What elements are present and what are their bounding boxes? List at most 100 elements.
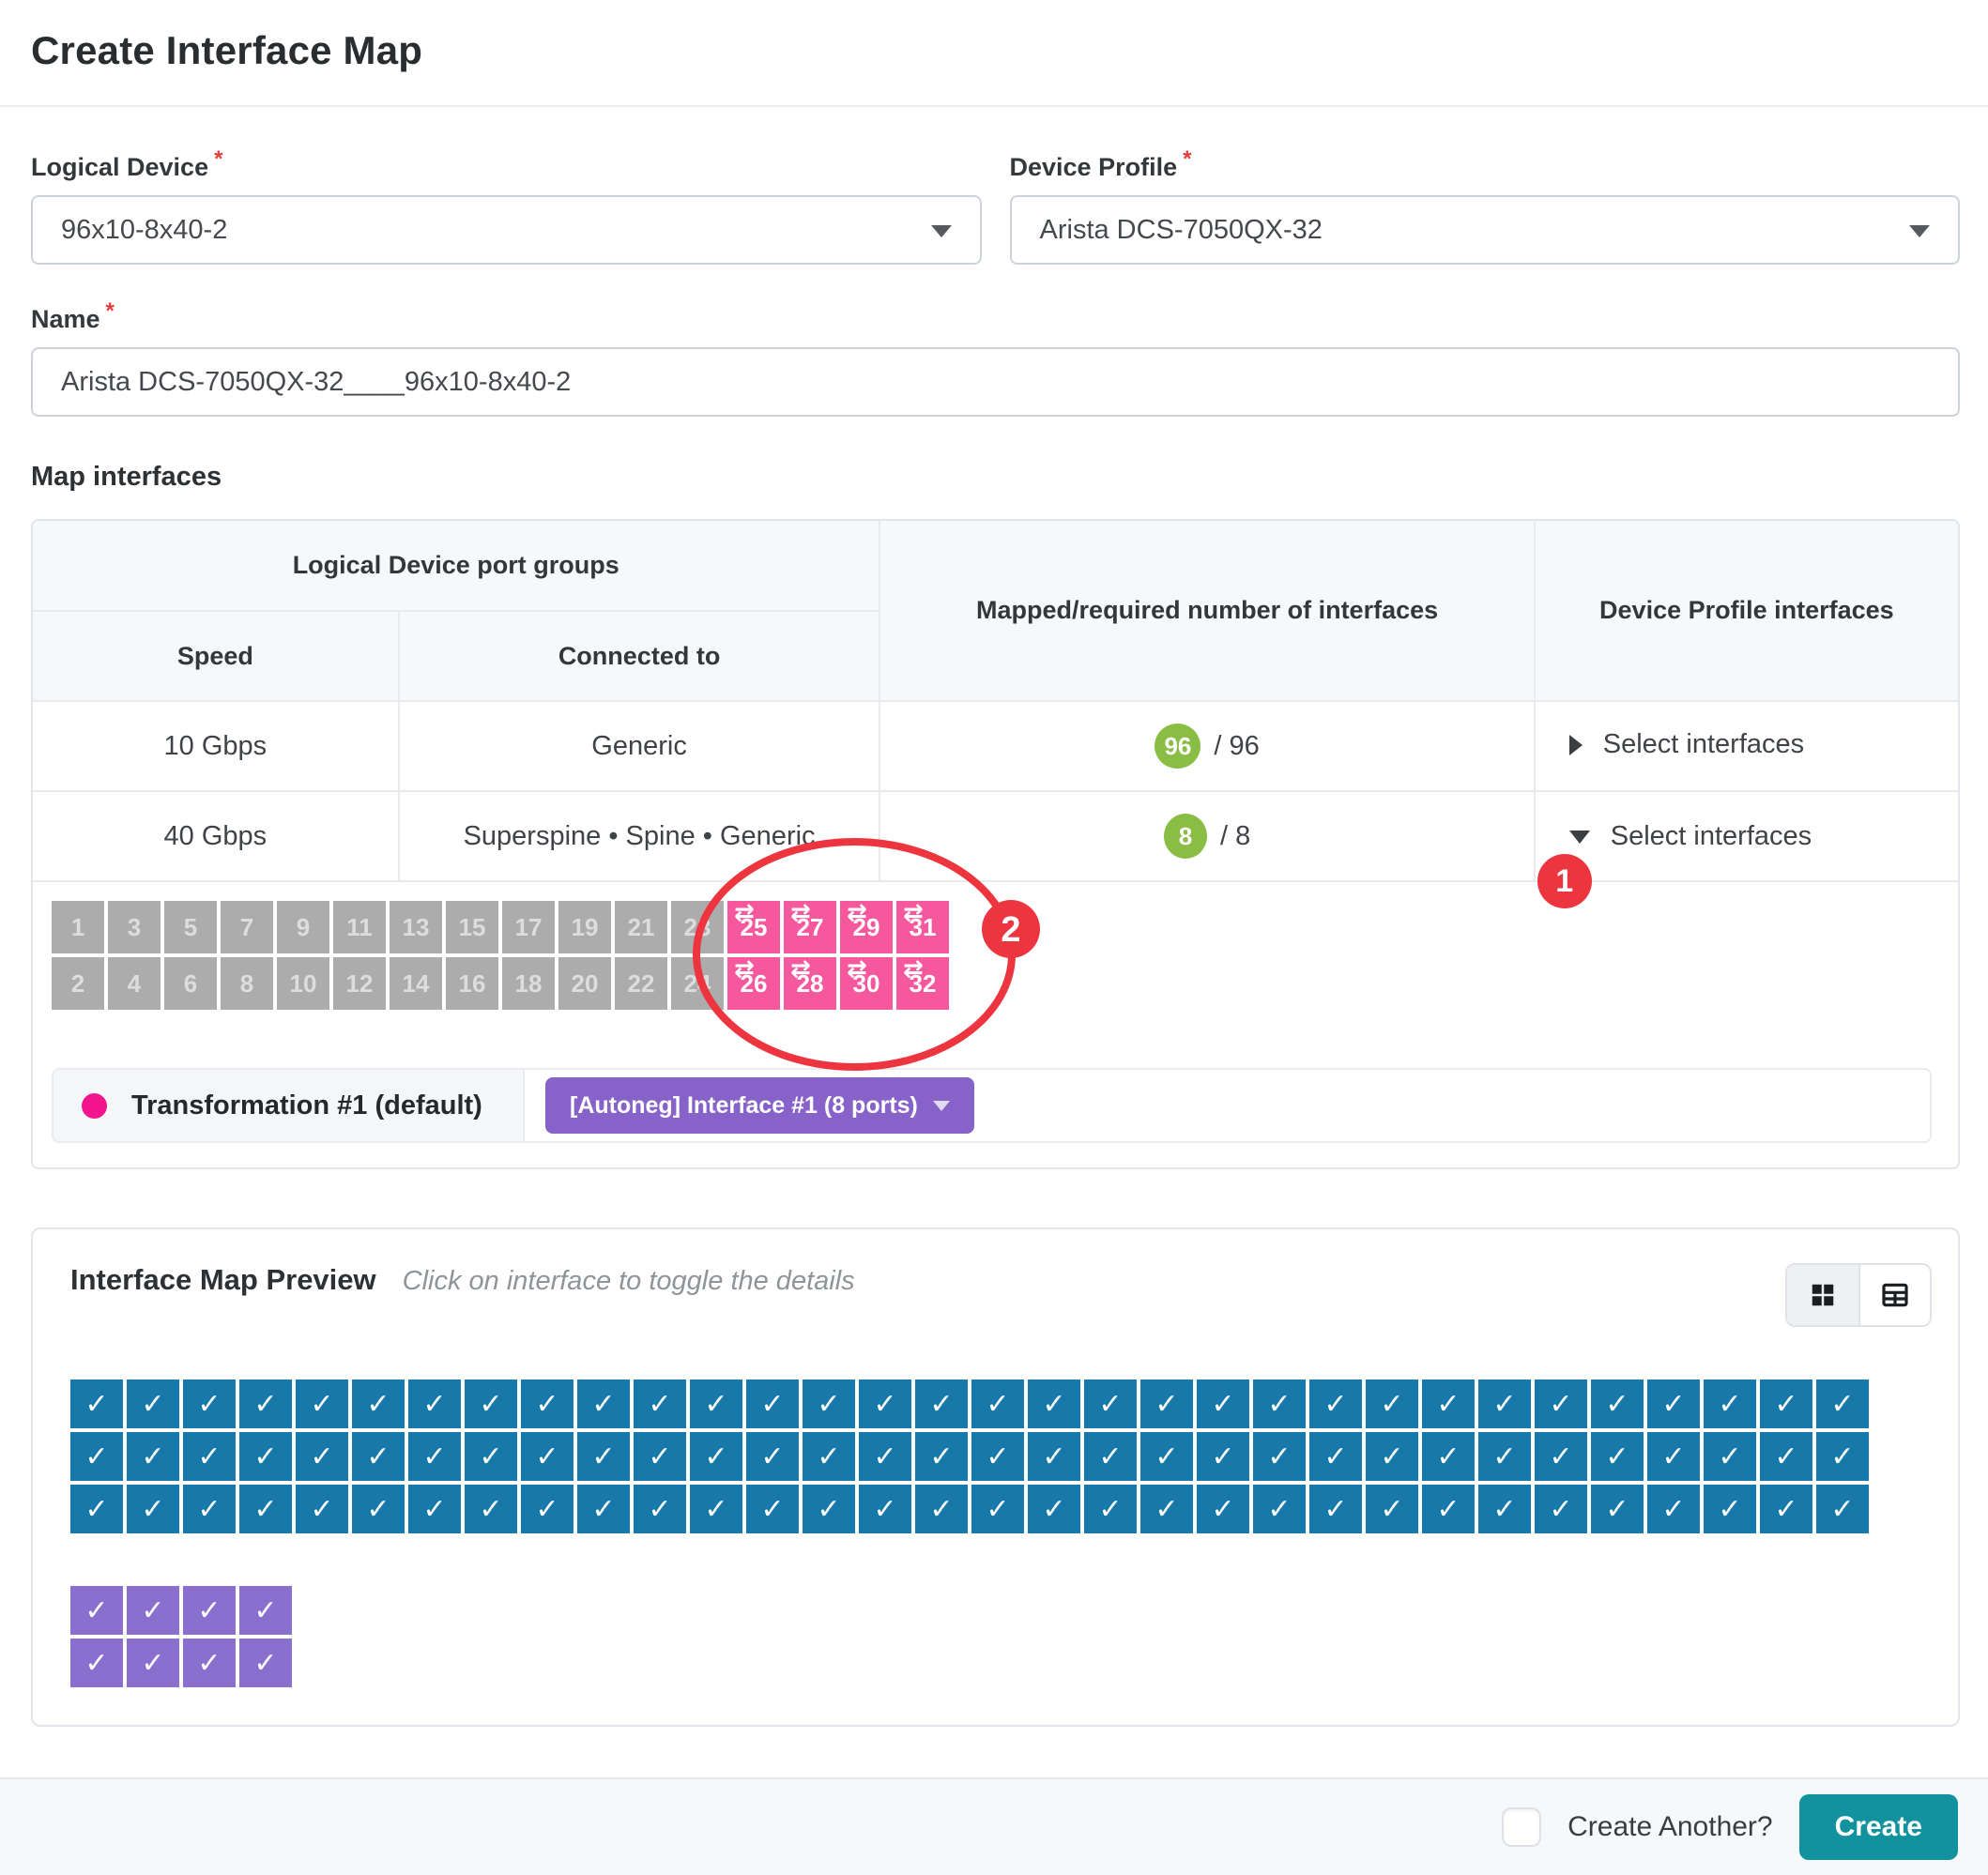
preview-interface-cell[interactable]: ✓ xyxy=(971,1380,1024,1428)
preview-interface-cell[interactable]: ✓ xyxy=(70,1432,123,1481)
preview-interface-cell[interactable]: ✓ xyxy=(577,1380,630,1428)
preview-interface-cell[interactable]: ✓ xyxy=(127,1586,179,1635)
preview-interface-cell[interactable]: ✓ xyxy=(239,1586,292,1635)
preview-interface-cell[interactable]: ✓ xyxy=(183,1639,236,1687)
preview-interface-cell[interactable]: ✓ xyxy=(70,1485,123,1533)
port-cell[interactable]: 7 xyxy=(221,901,273,953)
preview-interface-cell[interactable]: ✓ xyxy=(239,1485,292,1533)
preview-interface-cell[interactable]: ✓ xyxy=(70,1586,123,1635)
name-input[interactable] xyxy=(31,347,1960,417)
preview-interface-cell[interactable]: ✓ xyxy=(1478,1485,1531,1533)
preview-interface-cell[interactable]: ✓ xyxy=(1478,1432,1531,1481)
preview-interface-cell[interactable]: ✓ xyxy=(1704,1380,1756,1428)
preview-interface-cell[interactable]: ✓ xyxy=(1366,1380,1418,1428)
preview-interface-cell[interactable]: ✓ xyxy=(127,1380,179,1428)
preview-interface-cell[interactable]: ✓ xyxy=(465,1432,517,1481)
port-cell[interactable]: 19 xyxy=(558,901,611,953)
preview-interface-cell[interactable]: ✓ xyxy=(1028,1380,1080,1428)
preview-interface-cell[interactable]: ✓ xyxy=(1647,1380,1700,1428)
preview-interface-cell[interactable]: ✓ xyxy=(859,1432,911,1481)
preview-interface-cell[interactable]: ✓ xyxy=(1647,1485,1700,1533)
preview-interface-cell[interactable]: ✓ xyxy=(803,1485,855,1533)
port-cell[interactable]: 12 xyxy=(333,957,386,1010)
preview-interface-cell[interactable]: ✓ xyxy=(577,1432,630,1481)
preview-interface-cell[interactable]: ✓ xyxy=(183,1485,236,1533)
preview-interface-cell[interactable]: ✓ xyxy=(634,1432,686,1481)
preview-interface-cell[interactable]: ✓ xyxy=(1816,1380,1869,1428)
preview-interface-cell[interactable]: ✓ xyxy=(1028,1485,1080,1533)
select-interfaces-toggle-expanded[interactable]: Select interfaces xyxy=(1568,821,1812,852)
port-cell[interactable]: 21 xyxy=(615,901,667,953)
preview-interface-cell[interactable]: ✓ xyxy=(915,1485,968,1533)
create-button[interactable]: Create xyxy=(1798,1794,1958,1860)
preview-interface-cell[interactable]: ✓ xyxy=(408,1432,461,1481)
port-cell[interactable]: 10 xyxy=(277,957,329,1010)
port-cell[interactable]: 1 xyxy=(52,901,104,953)
create-another-checkbox[interactable] xyxy=(1502,1807,1542,1847)
preview-interface-cell[interactable]: ✓ xyxy=(183,1586,236,1635)
preview-interface-cell[interactable]: ✓ xyxy=(352,1380,405,1428)
preview-interface-cell[interactable]: ✓ xyxy=(239,1432,292,1481)
port-cell[interactable]: 22 xyxy=(615,957,667,1010)
preview-interface-cell[interactable]: ✓ xyxy=(1535,1485,1587,1533)
port-cell[interactable]: 13 xyxy=(390,901,442,953)
preview-interface-cell[interactable]: ✓ xyxy=(521,1380,573,1428)
preview-interface-cell[interactable]: ✓ xyxy=(634,1485,686,1533)
preview-interface-cell[interactable]: ✓ xyxy=(1028,1432,1080,1481)
preview-interface-cell[interactable]: ✓ xyxy=(746,1432,799,1481)
preview-interface-cell[interactable]: ✓ xyxy=(1253,1432,1306,1481)
port-cell[interactable]: 4 xyxy=(108,957,161,1010)
preview-interface-cell[interactable]: ✓ xyxy=(915,1380,968,1428)
port-cell-selected[interactable]: ⇄ 26 xyxy=(727,957,780,1010)
port-cell[interactable]: 24 xyxy=(671,957,724,1010)
preview-interface-cell[interactable]: ✓ xyxy=(127,1639,179,1687)
preview-interface-cell[interactable]: ✓ xyxy=(859,1380,911,1428)
preview-interface-cell[interactable]: ✓ xyxy=(1084,1432,1137,1481)
preview-interface-cell[interactable]: ✓ xyxy=(239,1639,292,1687)
preview-interface-cell[interactable]: ✓ xyxy=(408,1485,461,1533)
port-cell[interactable]: 20 xyxy=(558,957,611,1010)
preview-interface-cell[interactable]: ✓ xyxy=(1140,1485,1193,1533)
preview-interface-cell[interactable]: ✓ xyxy=(971,1432,1024,1481)
port-cell[interactable]: 16 xyxy=(446,957,498,1010)
port-cell[interactable]: 2 xyxy=(52,957,104,1010)
preview-interface-cell[interactable]: ✓ xyxy=(296,1432,348,1481)
preview-interface-cell[interactable]: ✓ xyxy=(971,1485,1024,1533)
port-cell-selected[interactable]: ⇄ 29 xyxy=(840,901,893,953)
preview-interface-cell[interactable]: ✓ xyxy=(352,1432,405,1481)
preview-interface-cell[interactable]: ✓ xyxy=(465,1485,517,1533)
preview-interface-cell[interactable]: ✓ xyxy=(1197,1432,1249,1481)
preview-interface-cell[interactable]: ✓ xyxy=(1478,1380,1531,1428)
preview-interface-cell[interactable]: ✓ xyxy=(465,1380,517,1428)
preview-interface-cell[interactable]: ✓ xyxy=(239,1380,292,1428)
preview-interface-cell[interactable]: ✓ xyxy=(1704,1485,1756,1533)
preview-interface-cell[interactable]: ✓ xyxy=(1084,1485,1137,1533)
device-profile-select[interactable]: Arista DCS-7050QX-32 xyxy=(1009,195,1960,265)
logical-device-select[interactable]: 96x10-8x40-2 xyxy=(31,195,982,265)
preview-interface-cell[interactable]: ✓ xyxy=(1309,1380,1362,1428)
port-cell-selected[interactable]: ⇄ 28 xyxy=(784,957,836,1010)
preview-interface-cell[interactable]: ✓ xyxy=(1816,1485,1869,1533)
port-cell[interactable]: 9 xyxy=(277,901,329,953)
preview-interface-cell[interactable]: ✓ xyxy=(1591,1380,1644,1428)
preview-interface-cell[interactable]: ✓ xyxy=(1422,1380,1475,1428)
preview-interface-cell[interactable]: ✓ xyxy=(690,1485,742,1533)
table-view-button[interactable] xyxy=(1858,1265,1930,1325)
port-cell[interactable]: 3 xyxy=(108,901,161,953)
preview-interface-cell[interactable]: ✓ xyxy=(127,1485,179,1533)
preview-interface-cell[interactable]: ✓ xyxy=(1309,1485,1362,1533)
preview-interface-cell[interactable]: ✓ xyxy=(183,1380,236,1428)
interface-policy-dropdown-button[interactable]: [Autoneg] Interface #1 (8 ports) xyxy=(545,1077,974,1134)
port-cell[interactable]: 11 xyxy=(333,901,386,953)
port-cell[interactable]: 6 xyxy=(164,957,217,1010)
preview-interface-cell[interactable]: ✓ xyxy=(408,1380,461,1428)
preview-interface-cell[interactable]: ✓ xyxy=(352,1485,405,1533)
preview-interface-cell[interactable]: ✓ xyxy=(1591,1432,1644,1481)
preview-interface-cell[interactable]: ✓ xyxy=(1366,1432,1418,1481)
preview-interface-cell[interactable]: ✓ xyxy=(746,1380,799,1428)
preview-interface-cell[interactable]: ✓ xyxy=(1591,1485,1644,1533)
preview-interface-cell[interactable]: ✓ xyxy=(1816,1432,1869,1481)
preview-interface-cell[interactable]: ✓ xyxy=(1197,1485,1249,1533)
preview-interface-cell[interactable]: ✓ xyxy=(70,1639,123,1687)
preview-interface-cell[interactable]: ✓ xyxy=(634,1380,686,1428)
